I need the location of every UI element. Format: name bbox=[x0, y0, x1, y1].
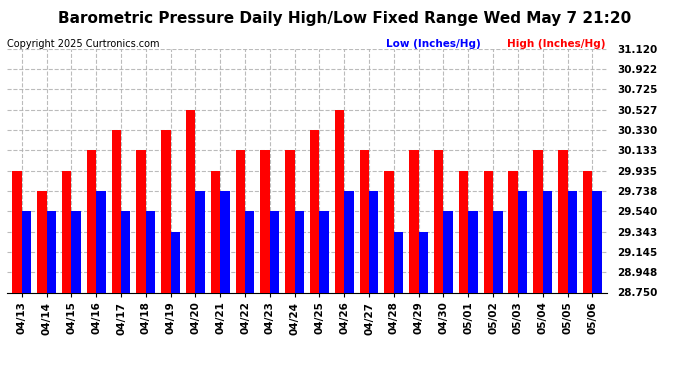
Bar bbox=[518, 191, 527, 292]
Bar bbox=[344, 191, 354, 292]
Bar bbox=[444, 211, 453, 292]
Bar bbox=[146, 211, 155, 292]
Bar bbox=[220, 191, 230, 292]
Bar bbox=[419, 231, 428, 292]
Bar bbox=[211, 171, 220, 292]
Bar bbox=[434, 150, 444, 292]
Bar bbox=[245, 211, 255, 292]
Bar bbox=[260, 150, 270, 292]
Bar bbox=[533, 150, 543, 292]
Bar bbox=[195, 191, 205, 292]
Bar bbox=[409, 150, 419, 292]
Bar bbox=[469, 211, 477, 292]
Bar bbox=[12, 171, 22, 292]
Bar bbox=[592, 191, 602, 292]
Bar bbox=[170, 231, 180, 292]
Bar bbox=[369, 191, 379, 292]
Bar bbox=[87, 150, 96, 292]
Bar bbox=[235, 150, 245, 292]
Bar bbox=[137, 150, 146, 292]
Bar bbox=[543, 191, 552, 292]
Bar bbox=[384, 171, 394, 292]
Bar bbox=[22, 211, 31, 292]
Bar bbox=[121, 211, 130, 292]
Bar bbox=[96, 191, 106, 292]
Bar bbox=[493, 211, 502, 292]
Bar bbox=[47, 211, 56, 292]
Bar bbox=[567, 191, 577, 292]
Bar bbox=[509, 171, 518, 292]
Bar bbox=[285, 150, 295, 292]
Bar bbox=[394, 231, 403, 292]
Text: Barometric Pressure Daily High/Low Fixed Range Wed May 7 21:20: Barometric Pressure Daily High/Low Fixed… bbox=[59, 11, 631, 26]
Bar bbox=[270, 211, 279, 292]
Bar bbox=[161, 130, 170, 292]
Text: High (Inches/Hg): High (Inches/Hg) bbox=[507, 39, 606, 50]
Bar bbox=[459, 171, 469, 292]
Text: Copyright 2025 Curtronics.com: Copyright 2025 Curtronics.com bbox=[7, 39, 159, 50]
Bar bbox=[62, 171, 71, 292]
Bar bbox=[359, 150, 369, 292]
Bar bbox=[583, 171, 592, 292]
Bar bbox=[319, 211, 329, 292]
Bar bbox=[112, 130, 121, 292]
Bar bbox=[558, 150, 567, 292]
Bar bbox=[186, 110, 195, 292]
Bar bbox=[310, 130, 319, 292]
Bar bbox=[37, 191, 47, 292]
Bar bbox=[71, 211, 81, 292]
Text: Low (Inches/Hg): Low (Inches/Hg) bbox=[386, 39, 481, 50]
Bar bbox=[335, 110, 344, 292]
Bar bbox=[295, 211, 304, 292]
Bar bbox=[484, 171, 493, 292]
